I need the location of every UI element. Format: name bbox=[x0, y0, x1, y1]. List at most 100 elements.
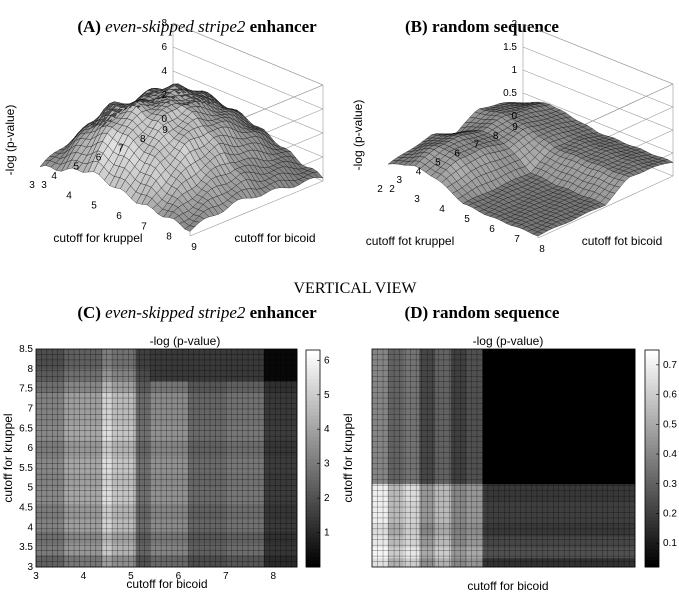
heatmap-cell bbox=[435, 468, 452, 485]
panel-c-heatmap: (C) even-skipped stripe2 enhancer -log (p… bbox=[1, 303, 330, 591]
panel-c-y-tick: 5.5 bbox=[19, 463, 33, 474]
panel-a-surface-chart: (A) even-skipped stripe2 enhancer0246834… bbox=[3, 17, 324, 253]
heatmap-cell bbox=[149, 408, 189, 425]
heatmap-cell bbox=[466, 468, 483, 485]
heatmap-cell bbox=[36, 408, 65, 425]
panel-a-ylabel: cutoff for kruppel bbox=[53, 231, 142, 245]
panel-a-y-tick: 3 bbox=[29, 180, 35, 191]
heatmap-cell bbox=[36, 392, 65, 409]
heatmap-cell bbox=[111, 349, 137, 370]
heatmap-cell bbox=[111, 487, 137, 504]
panel-c-colorbar-tick: 3 bbox=[324, 459, 330, 470]
heatmap-cell bbox=[64, 440, 103, 457]
heatmap-cell bbox=[450, 523, 468, 537]
heatmap-cell bbox=[36, 424, 65, 441]
panel-c-x-tick: 8 bbox=[270, 571, 276, 582]
panel-c-colorbar-tick: 6 bbox=[324, 355, 330, 366]
heatmap-cell bbox=[111, 531, 137, 544]
heatmap-cell bbox=[135, 555, 151, 568]
heatmap-cell bbox=[102, 424, 113, 441]
panel-c-ticks: 3 4 5 6 7 8 3 3.5 4 4.5 5 5.5 6 6.5 7 7.5 8 8.5 bbox=[19, 344, 276, 582]
panel-c-subtitle: -log (p-value) bbox=[150, 334, 221, 348]
heatmap-cell bbox=[387, 536, 404, 548]
grid-lines bbox=[372, 349, 635, 567]
heatmap-cell bbox=[36, 531, 65, 544]
panel-b-y-tick: 3 bbox=[397, 175, 403, 186]
heatmap-cell bbox=[225, 349, 265, 370]
panel-a-y-tick: 4 bbox=[51, 171, 57, 182]
heatmap-cell bbox=[36, 440, 65, 457]
panel-a-zlabel: -log (p-value) bbox=[3, 105, 17, 176]
heatmap-cell bbox=[135, 424, 151, 441]
heatmap-cell bbox=[372, 484, 389, 502]
heatmap-cell bbox=[111, 392, 137, 409]
heatmap-cell bbox=[372, 523, 389, 537]
heatmap-cell bbox=[482, 349, 636, 470]
heatmap-cell bbox=[466, 523, 483, 537]
heatmap-cell bbox=[149, 368, 189, 382]
heatmap-cell bbox=[403, 523, 420, 537]
heatmap-cell bbox=[102, 368, 113, 382]
panel-a-z-tick: 8 bbox=[161, 18, 167, 29]
panel-c-y-tick: 8.5 bbox=[19, 344, 33, 355]
panel-a-z-tick: 2 bbox=[161, 90, 167, 101]
panel-b-ylabel: cutoff fot kruppel bbox=[366, 234, 455, 248]
heatmap-cell bbox=[435, 523, 452, 537]
panel-a-x-tick: 6 bbox=[116, 211, 122, 222]
heatmap-cell bbox=[149, 392, 189, 409]
panel-b-x-tick: 2 bbox=[389, 184, 395, 195]
heatmap-cell bbox=[135, 531, 151, 544]
heatmap-cell bbox=[135, 503, 151, 520]
panel-d-colorbar-tick: 0.6 bbox=[663, 390, 677, 401]
heatmap-cell bbox=[111, 543, 137, 556]
heatmap-cell bbox=[111, 408, 137, 425]
heatmap-cell bbox=[435, 558, 452, 568]
heatmap-cell bbox=[387, 468, 404, 485]
heatmap-cell bbox=[187, 503, 227, 520]
heatmap-cell bbox=[387, 484, 404, 502]
panel-d-subtitle: -log (p-value) bbox=[473, 334, 544, 348]
panel-d-colorbar-tick: 0.2 bbox=[663, 508, 677, 519]
panel-a-y-tick: 7 bbox=[118, 143, 124, 154]
heatmap-cell bbox=[102, 456, 113, 473]
heatmap-cell bbox=[149, 503, 189, 520]
panel-d-ylabel: cutoff for kruppel bbox=[341, 413, 355, 502]
panel-c-y-tick: 7.5 bbox=[19, 384, 33, 395]
panel-b-xlabel: cutoff fot bicoid bbox=[582, 234, 663, 248]
panel-b-x-tick: 4 bbox=[439, 204, 445, 215]
panel-b-y-tick: 7 bbox=[474, 140, 480, 151]
heatmap-cell bbox=[135, 519, 151, 532]
heatmap-cell bbox=[403, 536, 420, 548]
panel-b-x-tick: 3 bbox=[414, 194, 420, 205]
heatmap-cell bbox=[403, 468, 420, 485]
heatmap-cell bbox=[372, 558, 389, 568]
heatmap-cell bbox=[149, 555, 189, 568]
panel-b-y-tick: 2 bbox=[377, 184, 383, 195]
heatmap-cell bbox=[64, 555, 103, 568]
heatmap-cell bbox=[36, 519, 65, 532]
panel-c-colorbar: 1 2 3 4 5 6 bbox=[305, 349, 330, 568]
heatmap-cell bbox=[149, 487, 189, 504]
heatmap-cell bbox=[135, 408, 151, 425]
panel-d-colorbar-tick: 0.5 bbox=[663, 419, 677, 430]
heatmap-cell bbox=[187, 555, 227, 568]
heatmap-cell bbox=[102, 392, 113, 409]
vertical-view-label: VERTICAL VIEW bbox=[293, 280, 417, 297]
heatmap-cell bbox=[102, 349, 113, 370]
heatmap-cell bbox=[111, 555, 137, 568]
panel-a-x-tick: 4 bbox=[66, 190, 72, 201]
panel-a-y-tick: 9 bbox=[162, 125, 168, 136]
panel-b-y-tick: 9 bbox=[512, 122, 518, 133]
heatmap-cell bbox=[102, 380, 113, 393]
heatmap-cell bbox=[372, 547, 389, 559]
heatmap-cell bbox=[135, 349, 151, 370]
heatmap-cell bbox=[466, 536, 483, 548]
panel-b-zlabel: -log (p-value) bbox=[351, 100, 365, 171]
heatmap-cell bbox=[149, 543, 189, 556]
heatmap-cell bbox=[102, 440, 113, 457]
panel-a-title: (A) even-skipped stripe2 enhancer bbox=[77, 17, 317, 36]
heatmap-cell bbox=[135, 456, 151, 473]
